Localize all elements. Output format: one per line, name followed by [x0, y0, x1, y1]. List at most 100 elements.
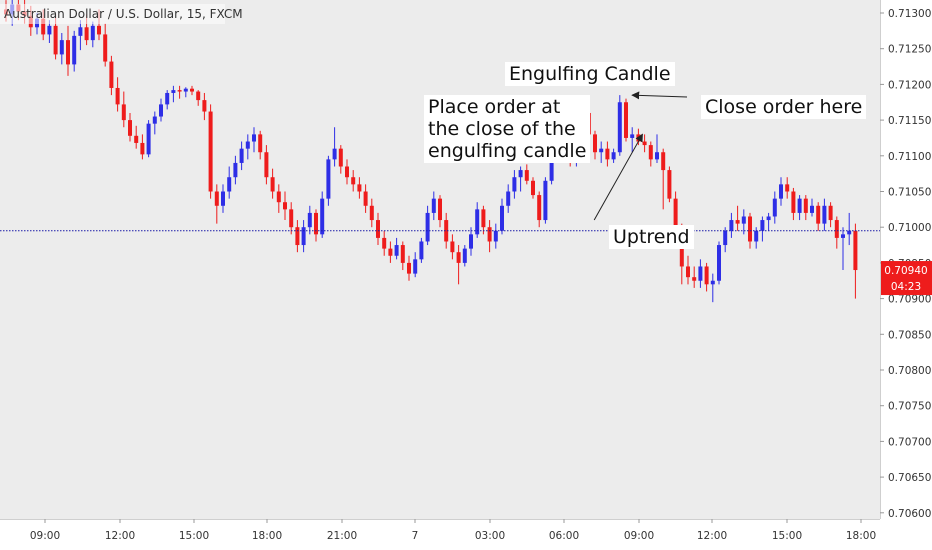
candle — [692, 266, 697, 288]
candle — [425, 205, 430, 246]
candle-body — [258, 134, 263, 153]
x-tick-label: 21:00 — [327, 530, 357, 542]
candle — [456, 245, 461, 285]
candle-body — [295, 227, 300, 246]
candle-body — [803, 198, 808, 213]
candle-body — [785, 184, 790, 192]
candle-body — [531, 180, 535, 196]
candle — [376, 212, 380, 246]
candle — [388, 241, 393, 263]
y-tick-label: 0.71000 — [888, 222, 931, 234]
candle-body — [146, 123, 151, 155]
candle-body — [84, 27, 89, 41]
candle-body — [245, 141, 250, 149]
time-axis: 09:00 12:00 15:00 18:00 21:00 7 03:00 06:00 09:0… — [30, 519, 876, 542]
candle — [320, 191, 325, 238]
candle-body — [363, 191, 368, 206]
candle — [289, 202, 294, 235]
candle — [617, 95, 622, 156]
candle — [59, 32, 64, 65]
candle-body — [500, 205, 504, 231]
candle — [400, 241, 405, 271]
candle — [438, 195, 442, 228]
candle-body — [754, 230, 759, 242]
candle — [741, 209, 746, 235]
candle-body — [128, 120, 132, 136]
candle — [630, 127, 635, 153]
candle-body — [729, 220, 734, 231]
candle-body — [816, 205, 821, 224]
candle — [717, 241, 721, 285]
candle — [803, 195, 808, 221]
candle — [103, 23, 108, 67]
candle-body — [338, 148, 343, 167]
candle-body — [152, 116, 157, 124]
candle — [537, 191, 542, 228]
candle-body — [438, 198, 442, 221]
x-tick-label: 12:00 — [697, 530, 727, 542]
candle — [655, 134, 659, 163]
candle — [196, 90, 201, 106]
candle-body — [748, 216, 752, 242]
candle — [531, 177, 535, 199]
candle — [462, 245, 467, 267]
candle-body — [475, 209, 480, 235]
candle — [444, 212, 449, 249]
candle — [593, 130, 597, 160]
candle-body — [766, 216, 771, 221]
candle-body — [698, 266, 703, 281]
candle — [332, 127, 337, 167]
candle-body — [301, 227, 306, 246]
candle — [648, 141, 653, 167]
candle — [822, 198, 827, 231]
candle-body — [320, 198, 325, 235]
candle — [686, 255, 690, 285]
candle-body — [847, 230, 852, 235]
candle-body — [599, 148, 604, 153]
candle — [481, 205, 486, 235]
candle-body — [72, 35, 77, 65]
candle — [326, 155, 331, 206]
candle — [797, 195, 802, 221]
candle-body — [47, 25, 52, 35]
candle-body — [636, 134, 641, 142]
candle — [165, 90, 170, 110]
candle-body — [518, 170, 523, 178]
y-tick-label: 0.71300 — [888, 8, 931, 20]
candle-body — [419, 241, 424, 260]
candle-body — [686, 266, 690, 278]
price-axis: 0.71300 0.71250 0.71200 0.71150 0.71100 0.710… — [880, 8, 931, 520]
candle-body — [735, 220, 740, 224]
candle-body — [202, 100, 207, 112]
y-tick-label: 0.70850 — [888, 329, 931, 341]
candle-body — [692, 277, 697, 281]
candle — [314, 209, 318, 242]
last-price-value: 0.70940 — [884, 265, 927, 277]
candle-body — [822, 205, 827, 224]
candle — [134, 125, 139, 149]
candle — [841, 227, 845, 271]
candle — [735, 205, 740, 231]
candle-body — [66, 40, 70, 65]
candle-body — [797, 198, 802, 213]
candle — [431, 191, 436, 221]
candle — [338, 145, 343, 174]
candle-body — [779, 184, 783, 199]
candle-body — [183, 88, 188, 92]
candle — [90, 21, 95, 48]
candle-body — [605, 148, 610, 160]
candle — [704, 262, 709, 292]
candle — [295, 220, 300, 253]
candle-body — [351, 177, 356, 185]
annotation-place-order: Place order at the close of the engulfin… — [424, 95, 591, 163]
candle — [667, 166, 672, 203]
candle — [345, 159, 349, 185]
candle-body — [630, 134, 635, 138]
candle-body — [810, 205, 814, 213]
candle-body — [369, 205, 374, 221]
annotation-close-order: Close order here — [701, 95, 867, 119]
candle — [599, 141, 604, 163]
candle — [202, 92, 207, 121]
candle-body — [543, 180, 548, 221]
